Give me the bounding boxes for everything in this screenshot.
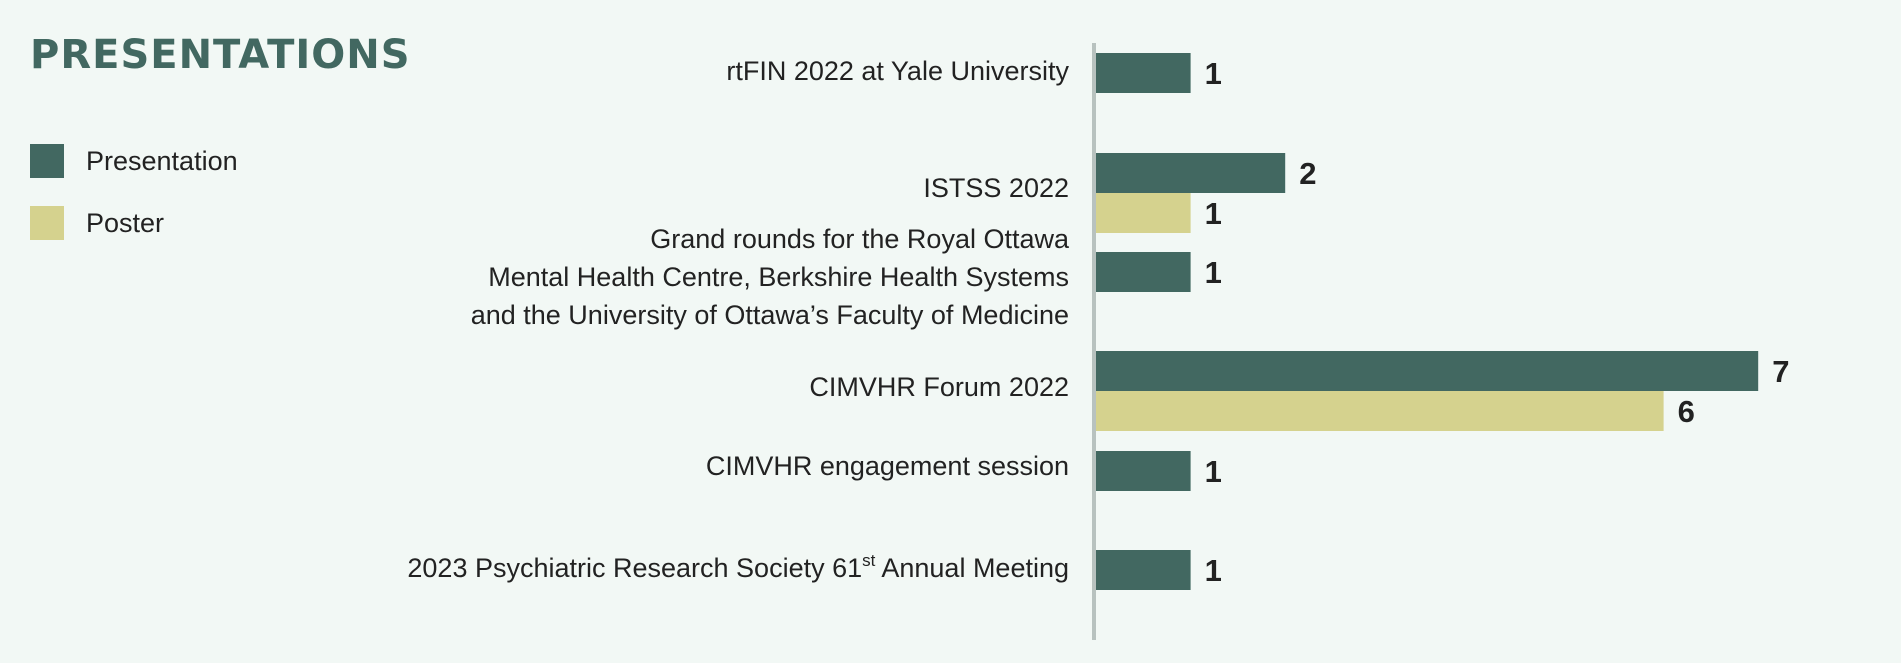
bar-presentation — [1096, 252, 1191, 292]
chart-title: PRESENTATIONS — [30, 32, 411, 78]
bar-presentation — [1096, 153, 1286, 193]
legend-swatch-poster — [30, 206, 64, 240]
bar-poster — [1096, 391, 1664, 431]
value-label-presentation: 1 — [1205, 454, 1222, 489]
value-label-poster: 6 — [1678, 394, 1695, 429]
legend-item-poster: Poster — [30, 206, 238, 240]
bar-presentation — [1096, 550, 1191, 590]
legend-label-poster: Poster — [86, 207, 165, 238]
bar-presentation — [1096, 53, 1191, 93]
category-label: Grand rounds for the Royal Ottawa Mental … — [471, 224, 1070, 330]
category-label: CIMVHR engagement session — [706, 451, 1069, 481]
value-label-presentation: 1 — [1205, 255, 1222, 290]
legend: Presentation Poster — [30, 144, 238, 268]
category-label: rtFIN 2022 at Yale University — [726, 56, 1069, 86]
legend-item-presentation: Presentation — [30, 144, 238, 178]
value-label-presentation: 1 — [1205, 553, 1222, 588]
category-label: 2023 Psychiatric Research Society 61st A… — [407, 551, 1069, 583]
category-label: CIMVHR Forum 2022 — [809, 372, 1069, 402]
category-label: ISTSS 2022 — [923, 173, 1069, 203]
legend-label-presentation: Presentation — [86, 145, 238, 176]
value-label-presentation: 1 — [1205, 56, 1222, 91]
value-label-poster: 1 — [1205, 196, 1222, 231]
value-label-presentation: 7 — [1772, 354, 1789, 389]
bar-presentation — [1096, 451, 1191, 491]
bar-presentation — [1096, 351, 1759, 391]
value-label-presentation: 2 — [1299, 156, 1316, 191]
legend-swatch-presentation — [30, 144, 64, 178]
bar-poster — [1096, 193, 1191, 233]
